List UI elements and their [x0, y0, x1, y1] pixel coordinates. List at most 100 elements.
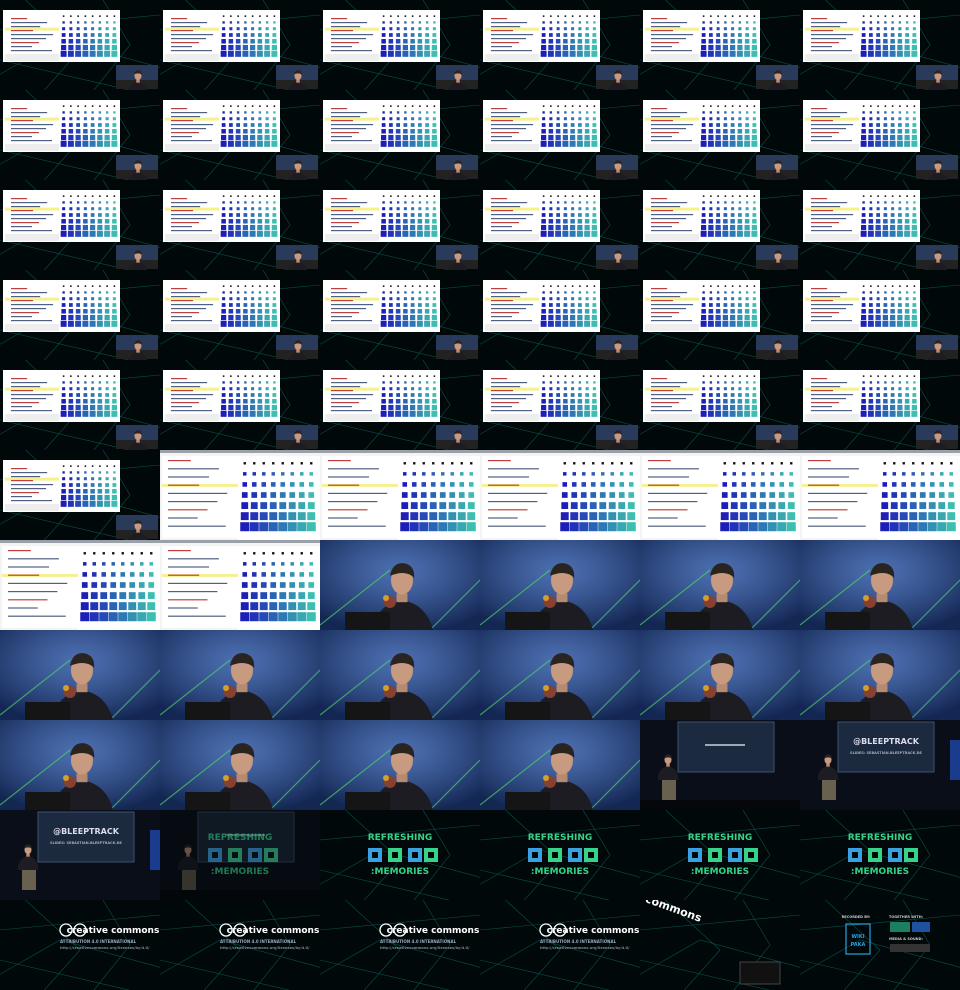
speaker-figure-icon	[608, 430, 628, 450]
color-matrix	[380, 105, 438, 147]
speaker-figure-icon	[128, 160, 148, 180]
camera-inset	[436, 335, 478, 360]
cc-url: http://creativecommons.org/licenses/by/4…	[380, 946, 470, 950]
thumbnail-frame-slide-full	[640, 450, 800, 540]
speaker-figure-icon	[128, 250, 148, 270]
laptop-icon	[25, 702, 70, 720]
thumbnail-frame-stage-wide	[640, 720, 800, 810]
cc-logo-icon	[219, 923, 247, 937]
credits-card	[739, 961, 781, 985]
camera-inset	[116, 425, 158, 450]
speaker-figure-icon	[448, 160, 468, 180]
thumbnail-frame-slide-full	[160, 540, 320, 630]
wikipaka-text-1: WIKI	[851, 934, 864, 940]
thumbnail-frame-logo: REFRESHING:MEMORIES	[480, 810, 640, 900]
code-editor	[645, 284, 699, 324]
logo-bottom-text: :MEMORIES	[371, 867, 429, 877]
code-editor	[165, 14, 219, 54]
speaker-figure-icon	[448, 70, 468, 90]
thumbnail-frame-slide-small	[640, 270, 800, 360]
camera-inset	[916, 245, 958, 270]
thumbnail-frame-slide-small	[320, 270, 480, 360]
speaker-figure-icon	[288, 250, 308, 270]
speaker-figure-icon	[288, 160, 308, 180]
speaker-figure-icon	[768, 160, 788, 180]
thumbnail-frame-stage-fade: REFRESHING:MEMORIES	[160, 810, 320, 900]
logo-bottom-text: :MEMORIES	[691, 867, 749, 877]
thumbnail-frame-cc: creative commons ATTRIBUTION 4.0 INTERNAT…	[480, 900, 640, 990]
camera-inset	[116, 335, 158, 360]
speaker-figure-icon	[128, 70, 148, 90]
speaker-figure-icon	[608, 160, 628, 180]
cc-logo-icon	[59, 923, 87, 937]
cc-url: http://creativecommons.org/licenses/by/4…	[60, 946, 150, 950]
color-matrix	[540, 375, 598, 417]
color-matrix	[860, 15, 918, 57]
code-editor	[165, 104, 219, 144]
laptop-icon	[25, 792, 70, 810]
code-editor	[485, 194, 539, 234]
logo-bottom-text: :MEMORIES	[851, 867, 909, 877]
thumbnail-frame-logo: REFRESHING:MEMORIES	[320, 810, 480, 900]
thumbnail-frame-slide-small	[640, 0, 800, 90]
thumbnail-frame-speaker	[320, 540, 480, 630]
code-editor	[485, 14, 539, 54]
thumbnail-frame-slide-small	[320, 0, 480, 90]
code-editor	[325, 104, 379, 144]
laptop-icon	[825, 702, 870, 720]
code-editor	[5, 194, 59, 234]
speaker-figure-icon	[288, 340, 308, 360]
grid-icon	[640, 900, 800, 990]
speaker-figure-icon	[768, 250, 788, 270]
color-matrix	[860, 285, 918, 327]
thumbnail-frame-cc: creative commons ATTRIBUTION 4.0 INTERNAT…	[160, 900, 320, 990]
thumbnail-frame-slide-small	[160, 0, 320, 90]
camera-inset	[916, 155, 958, 180]
camera-inset	[276, 245, 318, 270]
speaker-figure-icon	[211, 743, 273, 810]
color-matrix	[700, 15, 758, 57]
thumbnail-frame-stage-handle: @BLEEPTRACK SLIDES: SEBASTIAN.BLEEPTRACK.…	[800, 720, 960, 810]
color-matrix	[880, 462, 956, 532]
thumbnail-frame-slide-full	[0, 540, 160, 630]
thumbnail-frame-slide-small	[480, 90, 640, 180]
camera-inset	[116, 515, 158, 540]
speaker-figure-icon	[531, 743, 593, 810]
speaker-figure-icon	[928, 430, 948, 450]
color-matrix	[860, 375, 918, 417]
thumbnail-frame-slide-small	[320, 90, 480, 180]
camera-inset	[436, 155, 478, 180]
logo-bottom-text: :MEMORIES	[211, 867, 269, 877]
laptop-icon	[185, 792, 230, 810]
camera-inset	[756, 425, 798, 450]
thumbnail-frame-slide-full	[800, 450, 960, 540]
cc-wordmark: creative commons	[227, 926, 320, 936]
thumbnail-frame-slide-small	[800, 180, 960, 270]
color-matrix	[700, 195, 758, 237]
logo-geek-blocks	[528, 848, 598, 862]
code-editor	[325, 374, 379, 414]
cc-url: http://creativecommons.org/licenses/by/4…	[540, 946, 630, 950]
camera-inset	[276, 155, 318, 180]
thumbnail-frame-slide-small	[480, 360, 640, 450]
color-matrix	[60, 195, 118, 237]
thumbnail-frame-speaker	[800, 630, 960, 720]
logo-geek-blocks	[208, 848, 278, 862]
color-matrix	[380, 15, 438, 57]
color-matrix	[60, 465, 118, 507]
code-editor	[645, 104, 699, 144]
color-matrix	[380, 285, 438, 327]
color-matrix	[60, 105, 118, 147]
slides-url: SLIDES: SEBASTIAN.BLEEPTRACK.DE	[850, 751, 923, 755]
thumbnail-frame-slide-small	[0, 180, 160, 270]
thumbnail-frame-slide-small	[160, 90, 320, 180]
cc-license: ATTRIBUTION 4.0 INTERNATIONAL	[380, 939, 457, 944]
grid-icon	[320, 900, 480, 990]
code-editor	[165, 194, 219, 234]
code-editor	[325, 284, 379, 324]
speaker-figure-icon	[928, 340, 948, 360]
projection-screen	[37, 811, 135, 863]
laptop-icon	[345, 612, 390, 630]
camera-inset	[116, 245, 158, 270]
camera-inset	[756, 155, 798, 180]
